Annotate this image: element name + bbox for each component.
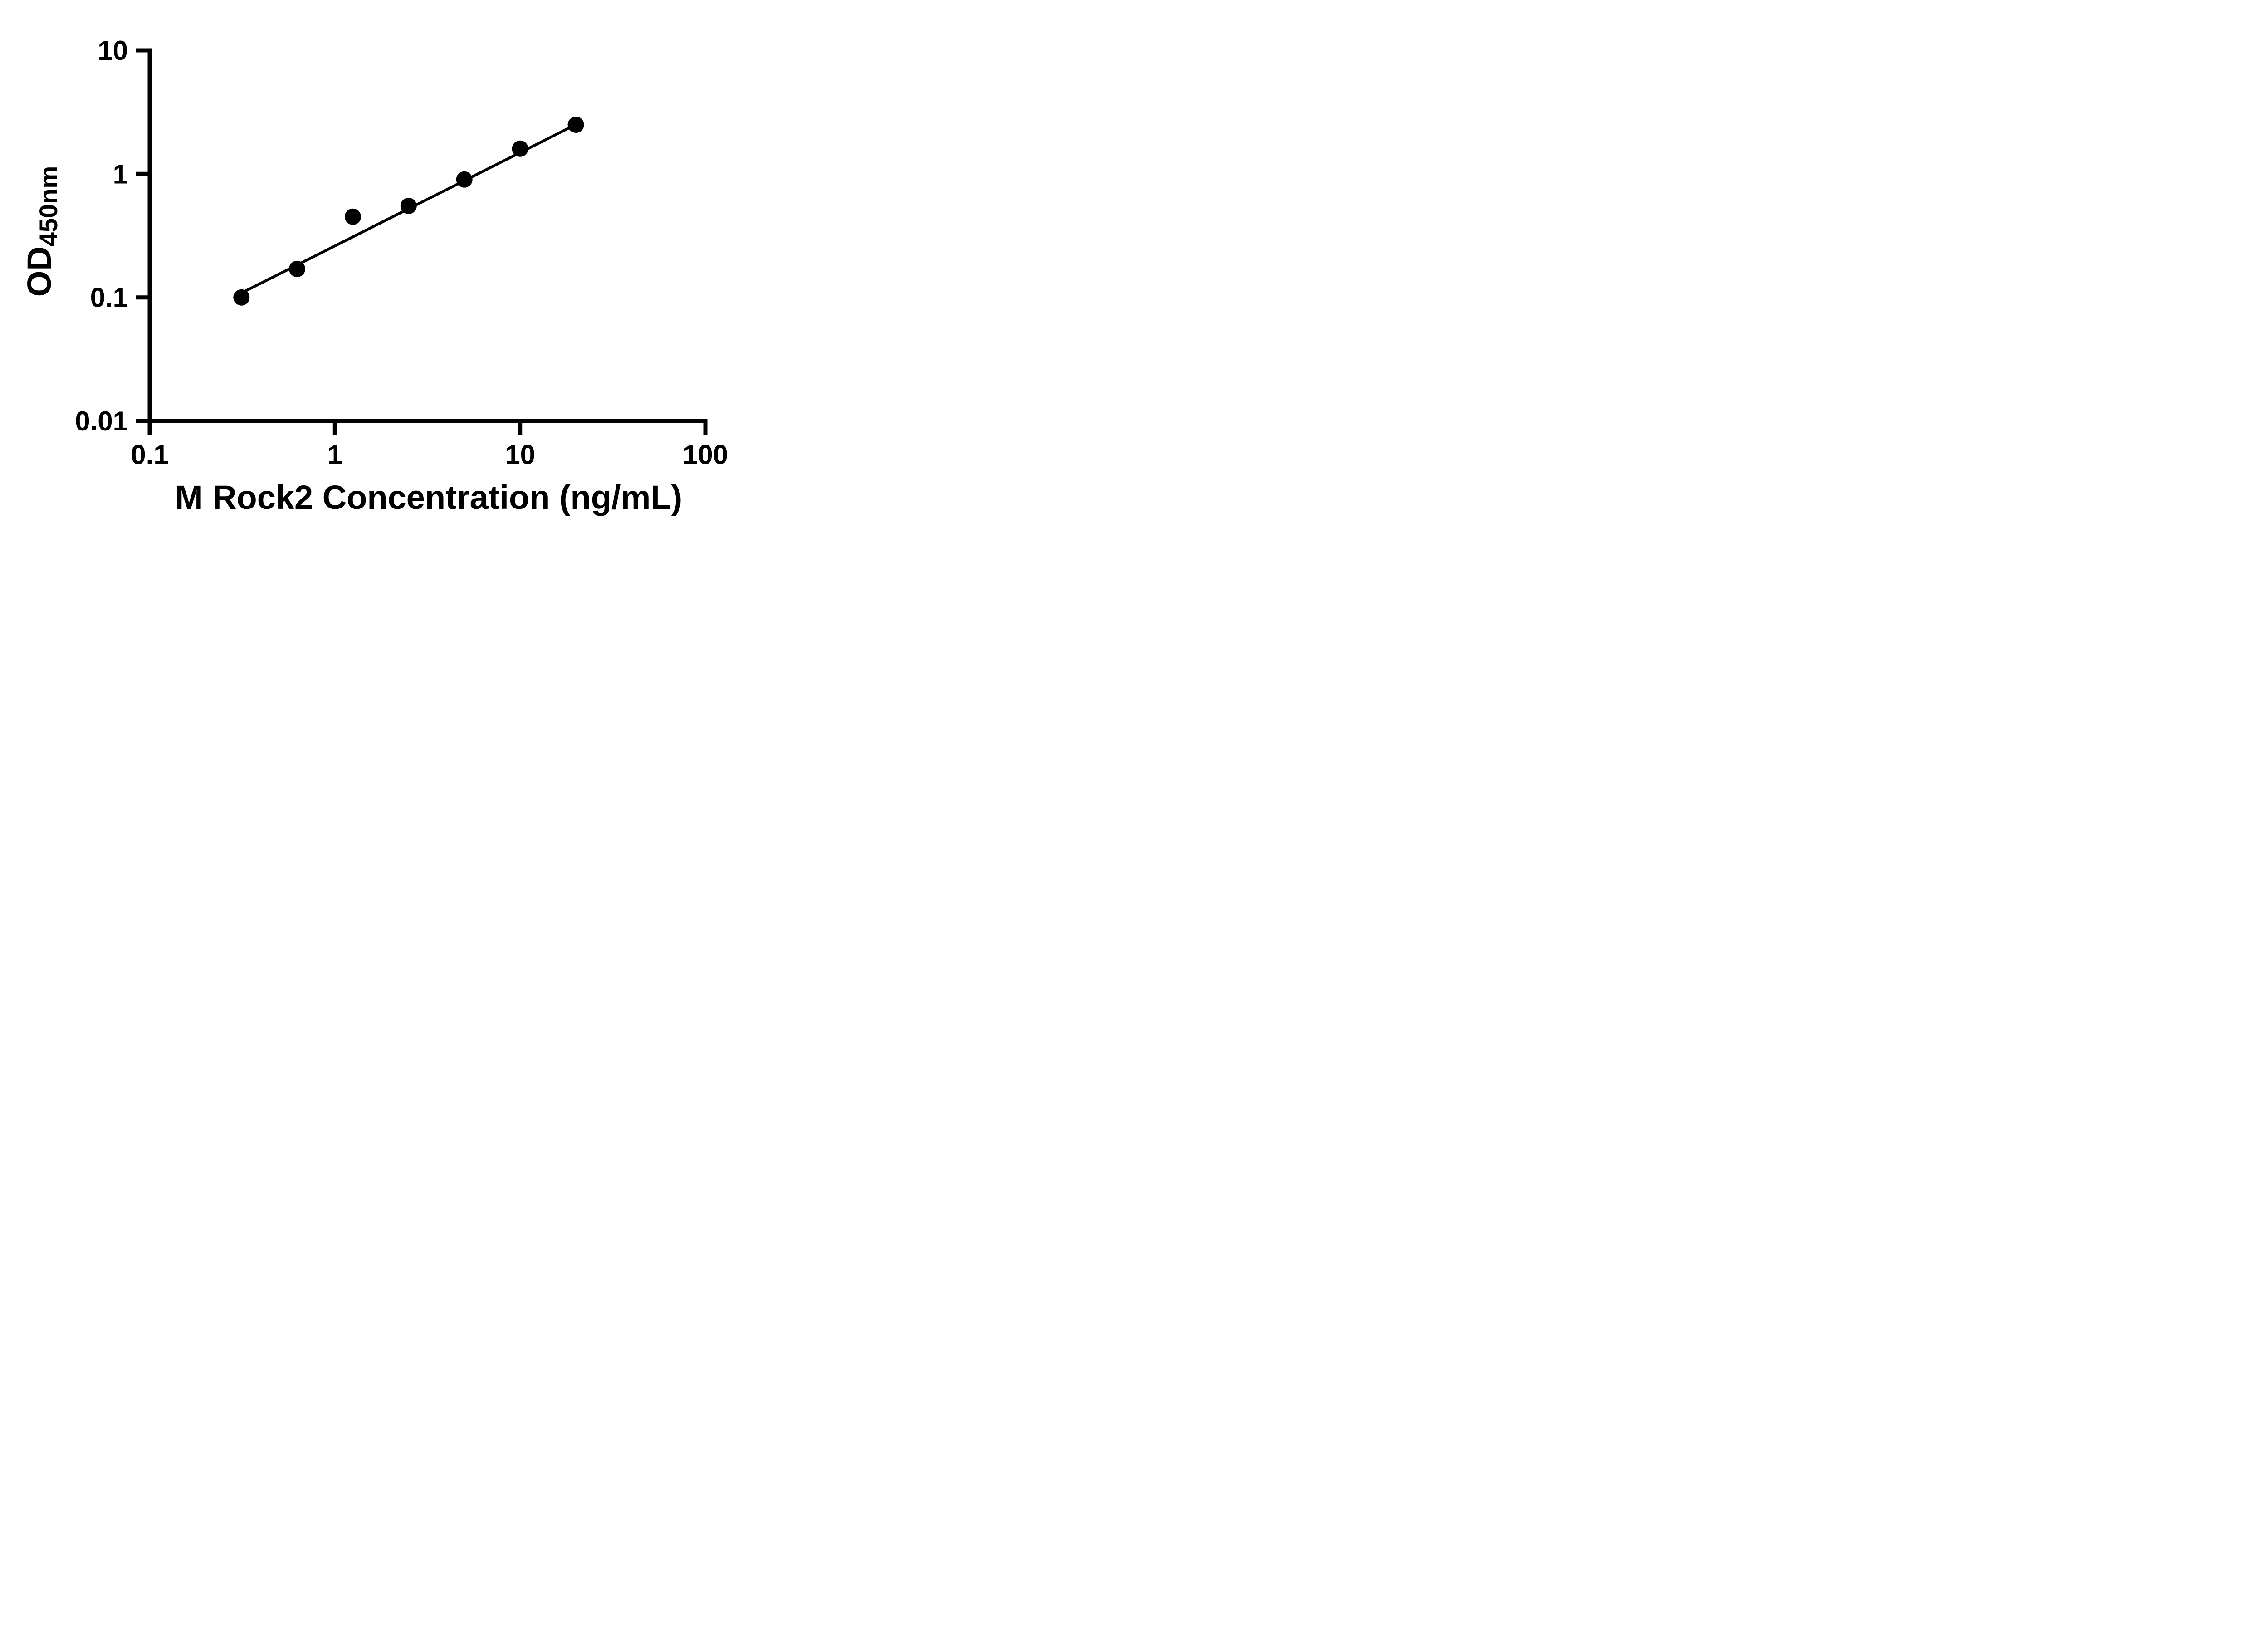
standard-curve-figure: 0.1 1 10 100 10 1 0.1 0.01 M Rock2 Concentratio… [0,0,777,544]
data-point [289,260,305,277]
x-axis-tick-label: 1 [327,440,342,470]
axes-layer [147,48,708,423]
data-point [512,140,528,157]
data-point [400,198,417,214]
ticks-layer [136,48,708,435]
plot-layer [233,117,584,306]
y-axis-tick-label: 0.1 [90,283,128,313]
x-axis-tick-label: 100 [683,440,728,470]
axis-lines [147,48,708,423]
y-axis-tick-label: 1 [113,159,128,189]
y-axis-tick-label: 0.01 [75,406,128,436]
data-point [456,171,473,188]
chart-page: 0.1 1 10 100 10 1 0.1 0.01 M Rock2 Concentratio… [0,0,777,544]
y-axis-title: OD450nm [20,166,63,297]
x-axis-tick-label: 10 [505,440,535,470]
data-point [344,208,361,225]
x-axis-tick-label: 0.1 [131,440,168,470]
y-axis-tick-label: 10 [98,35,128,66]
y-axis-title-subscript: 450nm [34,166,63,246]
data-point [567,117,584,133]
x-axis-title: M Rock2 Concentration (ng/mL) [175,479,682,516]
data-point [233,289,250,306]
y-axis-title-text: OD [20,246,58,297]
